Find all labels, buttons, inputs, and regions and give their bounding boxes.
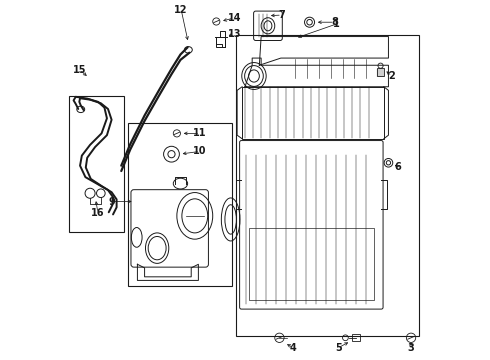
Bar	[216, 37, 225, 47]
Text: 9: 9	[109, 197, 116, 207]
Text: 3: 3	[408, 343, 415, 353]
Text: 13: 13	[227, 29, 241, 39]
Text: 12: 12	[174, 5, 188, 15]
Bar	[248, 228, 374, 300]
Text: 16: 16	[91, 208, 105, 218]
Text: 6: 6	[394, 162, 401, 172]
Text: 7: 7	[278, 10, 285, 20]
Bar	[242, 87, 384, 139]
Text: 1: 1	[333, 19, 340, 29]
Bar	[128, 123, 232, 286]
Text: 15: 15	[73, 64, 86, 75]
Text: 14: 14	[227, 13, 241, 23]
Text: 8: 8	[331, 17, 338, 27]
Text: 5: 5	[335, 343, 342, 353]
Text: 4: 4	[290, 343, 297, 353]
Text: 10: 10	[194, 146, 207, 156]
Text: 11: 11	[194, 129, 207, 138]
Bar	[377, 68, 384, 76]
Bar	[69, 96, 124, 232]
Text: 2: 2	[389, 71, 395, 81]
Bar	[351, 334, 360, 341]
Bar	[236, 35, 419, 336]
